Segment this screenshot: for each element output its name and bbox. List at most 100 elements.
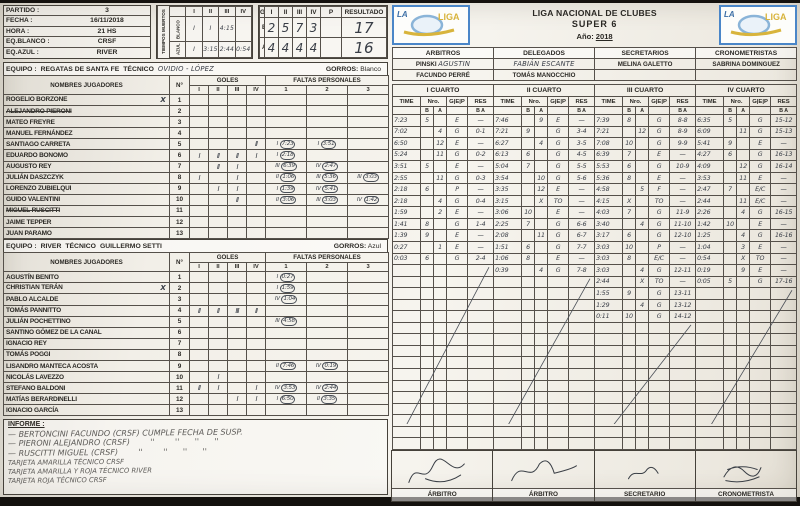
foul-time: 3:35: [321, 395, 337, 404]
log-result: 0-4: [468, 195, 494, 207]
log-action: [750, 380, 771, 392]
log-result: [569, 392, 595, 404]
log-time: [494, 369, 522, 381]
player-number: 5: [170, 139, 190, 150]
log-action: G: [548, 230, 569, 242]
log-nro-b: 8: [623, 253, 636, 265]
log-nro-a: [737, 426, 750, 438]
log-nro-a: [434, 288, 447, 300]
log-nro-a: [434, 369, 447, 381]
log-nro-b: [522, 403, 535, 415]
ba-blank: [750, 107, 771, 115]
log-action: [750, 426, 771, 438]
timeouts-col: II: [202, 7, 218, 17]
goal-tally: [209, 205, 228, 216]
log-time: [494, 334, 522, 346]
log-time: 3:03: [595, 242, 623, 254]
log-action: [548, 334, 569, 346]
sub-col: II: [209, 86, 228, 95]
res-header: RES: [771, 97, 797, 107]
player-row: CHRISTIAN TERÁNX2I 1:59: [4, 283, 389, 294]
foul-cell: [266, 217, 307, 228]
player-row: ROGELIO BORZONEX1: [4, 95, 389, 106]
foul-time: 3:06: [280, 196, 296, 205]
log-result: 14-12: [670, 311, 696, 323]
log-time: 5:53: [595, 161, 623, 173]
goal-tally: [190, 372, 209, 383]
foul-cell: [348, 305, 389, 316]
log-nro-a: [434, 415, 447, 427]
sub-col: III: [228, 86, 247, 95]
b-header: B: [522, 107, 535, 115]
log-nro-a: [535, 334, 548, 346]
log-action: [447, 392, 468, 404]
log-nro-b: [522, 392, 535, 404]
official-cell: [696, 70, 797, 81]
goals-summary-table: GOLESIIIIIIIVPRESULTADOBLANCO257317AZUL4…: [259, 6, 387, 58]
log-time: 2:18: [393, 184, 421, 196]
log-row: 7:024G0-17:219G3-47:2112G8-96:0911G15-13: [393, 126, 797, 138]
goals-value: [321, 38, 342, 58]
log-result: [670, 322, 696, 334]
log-nro-a: 10: [535, 172, 548, 184]
log-time: [494, 380, 522, 392]
log-nro-b: [522, 357, 535, 369]
log-action: [750, 369, 771, 381]
ba-blank: [393, 107, 421, 115]
log-nro-b: [421, 207, 434, 219]
foul-cell: IV 2:47: [307, 161, 348, 172]
gorros-label: GORROS:: [326, 66, 358, 73]
log-nro-a: [737, 138, 750, 150]
foul-cell: [307, 205, 348, 216]
log-time: [494, 276, 522, 288]
timeouts-value: I: [202, 17, 218, 42]
log-result: [468, 334, 494, 346]
log-result: —: [569, 115, 595, 127]
log-result: 16-13: [771, 149, 797, 161]
svg-text:LIGA: LIGA: [765, 12, 787, 22]
log-action: G: [649, 288, 670, 300]
foul-cell: [348, 217, 389, 228]
log-result: 6-7: [569, 230, 595, 242]
log-row: 0:036G2-41:068E—3:038E/C—0:54XTO—: [393, 253, 797, 265]
log-nro-a: [636, 172, 649, 184]
log-nro-b: 10: [724, 218, 737, 230]
goal-tally: II: [247, 139, 266, 150]
foul-time: 1:42: [364, 196, 380, 205]
sub-col: 1: [266, 86, 307, 95]
match-info-row: HORA :21 HS: [4, 27, 150, 37]
log-result: —: [771, 253, 797, 265]
equipo-name: REGATAS DE SANTA FE: [41, 66, 120, 73]
goal-tally: [228, 128, 247, 139]
goal-tally: II: [247, 305, 266, 316]
player-name: SANTIAGO CARRETA: [4, 139, 170, 150]
names-header: NOMBRES JUGADORES: [4, 253, 170, 272]
log-result: [569, 369, 595, 381]
num-header: N°: [170, 76, 190, 95]
player-name-text: ALEJANDRO PIERONI: [6, 108, 72, 115]
league-year: Año:2018: [470, 32, 719, 41]
log-row: 1:592E—3:0610E—4:037G11-92:264G16-15: [393, 207, 797, 219]
ba-blank: [649, 107, 670, 115]
goal-tally: [209, 228, 228, 239]
log-action: G: [649, 311, 670, 323]
goal-tally: [228, 294, 247, 305]
log-nro-a: [737, 345, 750, 357]
log-result: 6-6: [569, 218, 595, 230]
log-nro-a: [737, 299, 750, 311]
log-time: 1:55: [595, 288, 623, 300]
log-nro-a: [434, 276, 447, 288]
log-action: [649, 334, 670, 346]
goal-tally: [209, 394, 228, 405]
log-action: TO: [750, 253, 771, 265]
log-result: —: [468, 207, 494, 219]
goal-tally: [190, 205, 209, 216]
log-result: [771, 380, 797, 392]
log-action: G: [447, 195, 468, 207]
log-nro-a: 4: [535, 138, 548, 150]
goals-summary-box: GOLESIIIIIIIVPRESULTADOBLANCO257317AZUL4…: [258, 5, 388, 59]
log-nro-a: 4: [535, 265, 548, 277]
log-nro-a: 9: [535, 115, 548, 127]
time-header: TIME: [494, 97, 522, 107]
log-time: [595, 438, 623, 450]
